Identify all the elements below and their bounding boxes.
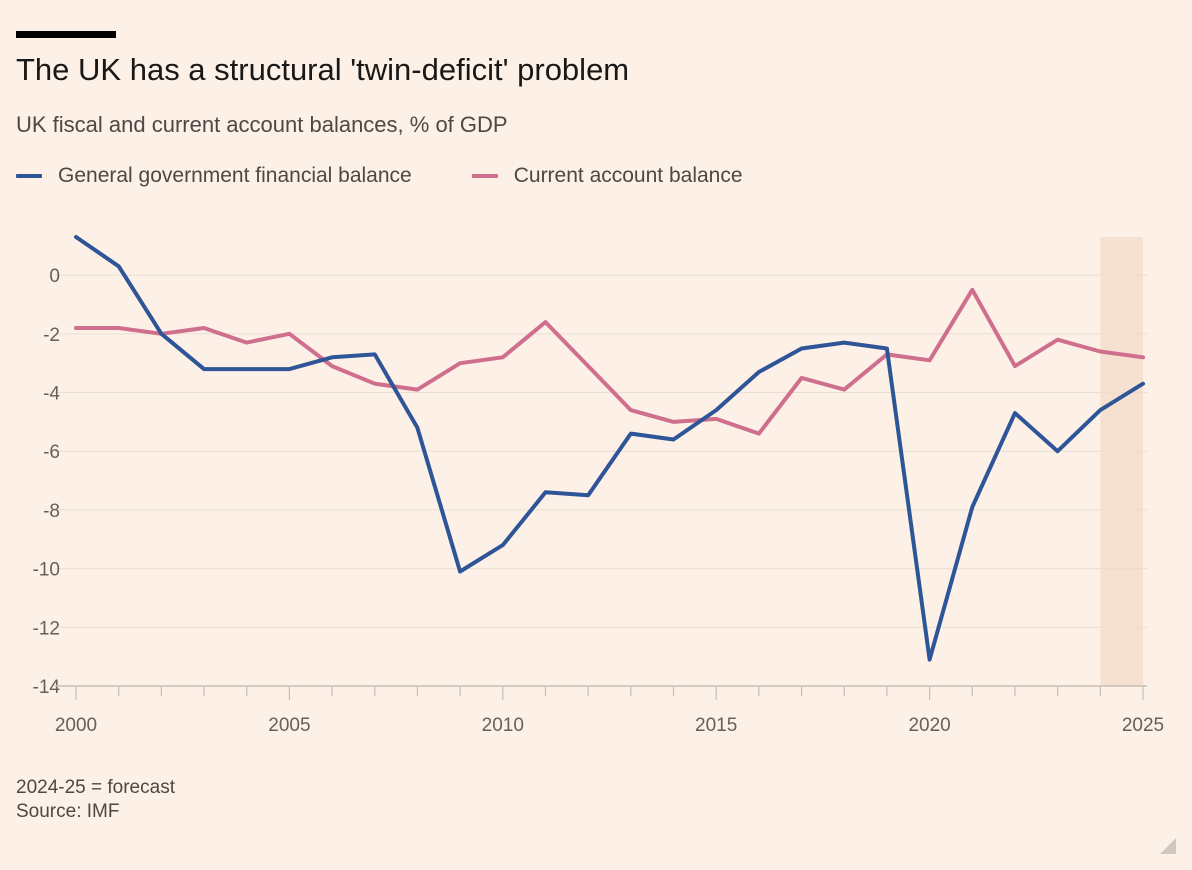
x-tick-label: 2020: [908, 715, 950, 736]
x-tick-label: 2005: [268, 715, 310, 736]
series-line-fiscal-balance: [74, 235, 1145, 662]
y-tick-label: -4: [43, 384, 60, 405]
y-tick-label: -14: [33, 677, 61, 698]
x-tick-label: 2015: [695, 715, 737, 736]
y-tick-label: -2: [43, 325, 60, 346]
legend-swatch-fiscal: [16, 174, 42, 178]
legend-label-current-account: Current account balance: [513, 164, 743, 187]
y-tick-label: -12: [33, 618, 60, 639]
chart-subtitle: UK fiscal and current account balances, …: [16, 112, 508, 137]
legend-label-fiscal: General government financial balance: [58, 164, 412, 187]
x-tick-label: 2025: [1122, 715, 1164, 736]
legend-item-fiscal: General government financial balance: [16, 164, 412, 188]
y-tick-label: -6: [43, 442, 60, 463]
chart-legend: General government financial balance Cur…: [16, 164, 803, 188]
series-line-current-account: [74, 287, 1145, 436]
y-tick-label: -10: [33, 560, 60, 581]
y-tick-label: 0: [49, 266, 60, 287]
x-tick-label: 2000: [55, 715, 97, 736]
source-note: Source: IMF: [16, 801, 120, 822]
legend-item-current-account: Current account balance: [471, 164, 743, 188]
forecast-note: 2024-25 = forecast: [16, 777, 175, 798]
x-tick-label: 2010: [482, 715, 524, 736]
y-tick-label: -8: [43, 501, 60, 522]
x-axis: 2000 2005 2010 2015 2020 2025: [55, 685, 1164, 736]
header-accent-bar: [16, 31, 116, 38]
forecast-shading: [1100, 237, 1143, 686]
series-lines: [74, 235, 1145, 662]
chart-title: The UK has a structural 'twin-deficit' p…: [16, 52, 630, 87]
chart-footer: 2024-25 = forecast Source: IMF: [16, 776, 175, 824]
resize-corner-icon: [1160, 838, 1176, 854]
gridlines: [55, 274, 1147, 628]
legend-swatch-current-account: [471, 174, 498, 178]
y-axis-labels: 0 -2 -4 -6 -8 -10 -12 -14: [33, 266, 61, 698]
